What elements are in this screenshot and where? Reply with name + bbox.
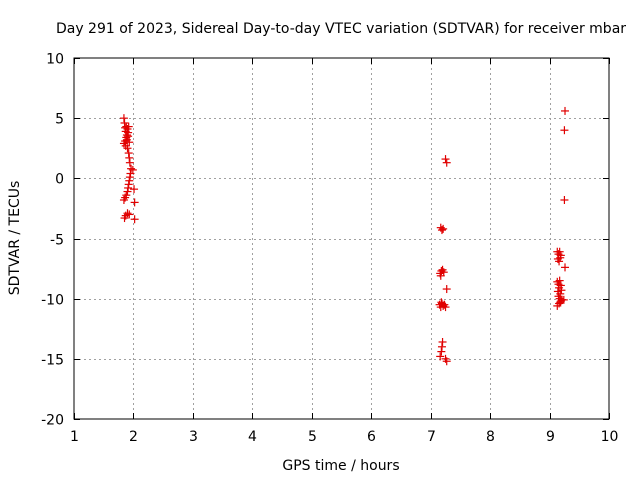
data-point [125, 138, 134, 147]
data-point [441, 303, 450, 312]
data-point [555, 276, 564, 285]
data-point [125, 158, 134, 167]
x-tick-label: 2 [129, 429, 138, 445]
axis-ticks [74, 58, 610, 420]
data-point [130, 185, 139, 194]
plot-frame [73, 57, 610, 420]
data-point [560, 126, 569, 135]
x-tick-label: 4 [248, 429, 257, 445]
data-point [437, 298, 446, 307]
x-tick-label: 5 [308, 429, 317, 445]
data-point [437, 226, 446, 235]
data-point [436, 271, 445, 280]
y-tick-label: 5 [55, 112, 64, 128]
data-point [124, 132, 133, 141]
data-point [437, 347, 446, 356]
data-point [125, 210, 134, 219]
data-points [119, 106, 570, 366]
y-tick-label: -20 [41, 413, 64, 429]
x-tick-label: 10 [601, 429, 619, 445]
data-point [442, 357, 451, 366]
y-tick-label: 0 [55, 172, 64, 188]
y-tick-label: -15 [41, 353, 64, 369]
y-axis-label: SDTVAR / TECUs [7, 181, 23, 296]
x-tick-label: 1 [70, 429, 79, 445]
data-point [436, 352, 445, 361]
chart-title: Day 291 of 2023, Sidereal Day-to-day VTE… [56, 21, 626, 37]
y-tick-label: -5 [50, 233, 64, 249]
x-tick-label: 3 [189, 429, 198, 445]
data-point [442, 158, 451, 167]
x-tick-label: 8 [486, 429, 495, 445]
data-point [561, 106, 570, 115]
data-point [130, 215, 139, 224]
data-point [119, 195, 128, 204]
grid [74, 58, 609, 419]
y-axis-tick-labels: -20 -15 -10 -5 0 5 10 [41, 52, 64, 429]
y-tick-label: -10 [41, 293, 64, 309]
data-point [560, 195, 569, 204]
data-point [123, 209, 132, 218]
data-point [556, 298, 565, 307]
data-point [555, 257, 564, 266]
data-point [442, 285, 451, 294]
data-point [123, 144, 132, 153]
x-tick-label: 6 [367, 429, 376, 445]
x-axis-tick-labels: 1 2 3 4 5 6 7 8 9 10 [70, 429, 618, 445]
data-point [557, 286, 566, 295]
data-point [123, 187, 132, 196]
data-point [561, 263, 570, 272]
data-point [556, 253, 565, 262]
data-point [439, 224, 448, 233]
data-point [441, 155, 450, 164]
x-tick-label: 9 [546, 429, 555, 445]
data-point [120, 214, 129, 223]
data-point [130, 198, 139, 207]
x-tick-label: 7 [427, 429, 436, 445]
y-tick-label: 10 [46, 52, 64, 68]
x-axis-label: GPS time / hours [282, 458, 399, 474]
